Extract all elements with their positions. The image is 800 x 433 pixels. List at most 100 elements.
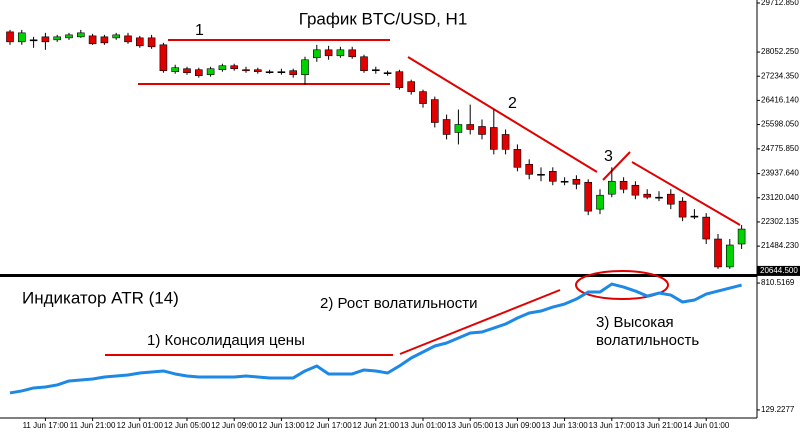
candle-body (53, 36, 62, 41)
annotation: 1) Консолидация цены (147, 332, 305, 349)
x-tick-label: 12 Jun 09:00 (211, 421, 258, 430)
candle-body (525, 164, 534, 175)
candle-body (383, 72, 392, 75)
panel-separator (0, 274, 757, 277)
candle-body (371, 69, 380, 72)
candle-body (596, 194, 604, 210)
y-tick-label: 25598.050 (761, 120, 799, 129)
candle-body (136, 37, 144, 47)
candle-body (29, 39, 38, 42)
candle-body (537, 173, 545, 176)
candle-body (666, 193, 675, 205)
candle-body (6, 31, 14, 43)
candle-body (206, 68, 215, 75)
candle-body (655, 196, 663, 199)
candle-body (690, 215, 699, 218)
candle-body (183, 68, 191, 74)
annotation: 3) Высокая (596, 314, 674, 331)
panel-title: Индикатор ATR (14) (22, 288, 179, 307)
candle-body (336, 49, 345, 57)
x-tick-label: 14 Jun 01:00 (683, 421, 730, 430)
y-tick-label: 29712.850 (761, 0, 799, 7)
candle-body (77, 32, 85, 38)
candle-body (442, 119, 451, 135)
candle-body (631, 184, 640, 196)
candle-body (324, 49, 333, 57)
annotation: 1 (195, 22, 204, 39)
chart-title: График BTC/USD, H1 (299, 9, 468, 28)
y-tick-label: 23937.640 (761, 169, 799, 178)
candle-body (195, 69, 203, 76)
candle-body (607, 180, 616, 195)
candle-body (289, 70, 298, 75)
candle-body (277, 71, 286, 74)
y-tick-label: 810.5169 (761, 278, 795, 287)
x-tick-label: 13 Jun 17:00 (589, 421, 636, 430)
candle-body (348, 49, 357, 58)
candle-body (407, 81, 416, 92)
candle-body (478, 126, 486, 135)
y-tick-label: 22302.135 (761, 217, 799, 226)
y-tick-label: 129.2277 (761, 405, 795, 414)
candle-body (489, 127, 498, 150)
annotation-line (602, 151, 631, 181)
x-tick-label: 11 Jun 21:00 (70, 421, 116, 430)
candle-body (619, 180, 628, 190)
candle-body (301, 59, 309, 75)
x-tick-label: 12 Jun 17:00 (305, 421, 352, 430)
annotation: 3 (604, 148, 613, 165)
candle-body (88, 35, 97, 45)
candle-body (466, 124, 475, 130)
candle-body (360, 56, 368, 72)
candle-body (312, 49, 321, 59)
annotation-ellipse (575, 270, 669, 300)
candle-body (584, 181, 593, 212)
candle-body (41, 36, 50, 43)
candle-body (643, 193, 652, 198)
x-tick-label: 12 Jun 21:00 (353, 421, 400, 430)
candle-body (124, 35, 132, 43)
y-tick-label: 27234.350 (761, 71, 799, 80)
candle-body (678, 200, 687, 218)
annotation-line (631, 161, 741, 226)
candle-body (65, 34, 73, 39)
candle-body (17, 32, 26, 43)
y-tick-label: 26416.140 (761, 95, 799, 104)
candle-body (501, 134, 510, 150)
last-price-label: 20644.500 (760, 266, 798, 275)
candle-body (430, 99, 439, 123)
candle-body (254, 69, 262, 73)
candle-body (265, 71, 274, 74)
candle-body (230, 65, 238, 70)
candle-body (100, 36, 109, 44)
candle-body (218, 65, 227, 71)
candle-body (548, 171, 557, 182)
y-tick-label: 21484.230 (761, 241, 799, 250)
x-tick-label: 12 Jun 05:00 (164, 421, 211, 430)
candle-body (702, 216, 711, 240)
annotation-line (407, 56, 598, 173)
last-price-box (757, 265, 800, 276)
candle-body (725, 244, 734, 268)
atr-line (9, 282, 742, 395)
candle-body (395, 71, 404, 88)
candle-body (159, 44, 168, 72)
candle-body (147, 37, 156, 48)
candle-body (419, 91, 427, 104)
candle-body (242, 69, 250, 72)
candle-body (171, 67, 179, 73)
candle-body (572, 178, 581, 185)
candle-body (737, 228, 746, 245)
x-tick-label: 13 Jun 21:00 (636, 421, 683, 430)
y-tick-label: 24775.850 (761, 144, 799, 153)
annotation: 2) Рост волатильности (320, 295, 478, 312)
annotation: 2 (508, 95, 517, 112)
annotation-line (399, 289, 561, 355)
y-tick-label: 28052.250 (761, 47, 799, 56)
x-tick-label: 12 Jun 13:00 (258, 421, 305, 430)
candle-body (454, 124, 463, 133)
candle-body (714, 238, 722, 268)
y-tick-label: 23120.040 (761, 193, 799, 202)
